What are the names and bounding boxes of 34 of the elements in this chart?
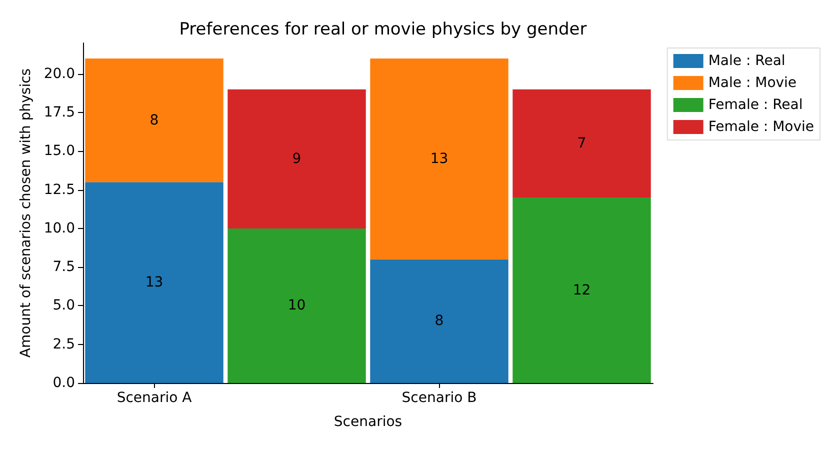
bar: [512, 198, 651, 383]
y-tick-label: 7.5: [52, 259, 75, 276]
data-label: 12: [572, 282, 591, 298]
legend-label: Male : Movie: [708, 75, 797, 91]
data-label: 10: [288, 298, 306, 314]
legend-label: Female : Real: [708, 97, 803, 113]
x-axis-title: Scenarios: [334, 414, 402, 430]
y-tick-label: 0.0: [52, 375, 75, 391]
y-axis-title: Amount of scenarios chosen with physics: [18, 68, 34, 358]
bar: [85, 182, 224, 383]
y-tick-label: 12.5: [44, 182, 75, 198]
bar: [85, 58, 224, 182]
bar: [228, 89, 366, 228]
bar: [512, 89, 651, 198]
data-label: 7: [577, 135, 586, 152]
x-tick-label: Scenario B: [402, 390, 477, 406]
y-tick-label: 17.5: [44, 104, 75, 121]
bar: [370, 259, 508, 383]
chart-title: Preferences for real or movie physics by gender: [179, 20, 587, 40]
y-tick-label: 10.0: [44, 220, 75, 236]
y-tick-label: 15.0: [44, 143, 75, 160]
data-label: 13: [430, 150, 448, 167]
bar: [228, 228, 366, 383]
y-tick-label: 20.0: [44, 66, 75, 82]
y-tick-label: 2.5: [52, 336, 75, 352]
bar: [370, 58, 508, 260]
y-tick-label: 5.0: [52, 298, 75, 314]
x-tick-label: Scenario A: [116, 390, 192, 406]
legend-label: Male : Real: [708, 53, 786, 69]
data-label: 9: [292, 150, 302, 167]
data-label: 13: [145, 274, 164, 291]
legend-label: Female : Movie: [708, 119, 814, 135]
data-label: 8: [434, 313, 444, 330]
data-label: 8: [150, 112, 159, 128]
